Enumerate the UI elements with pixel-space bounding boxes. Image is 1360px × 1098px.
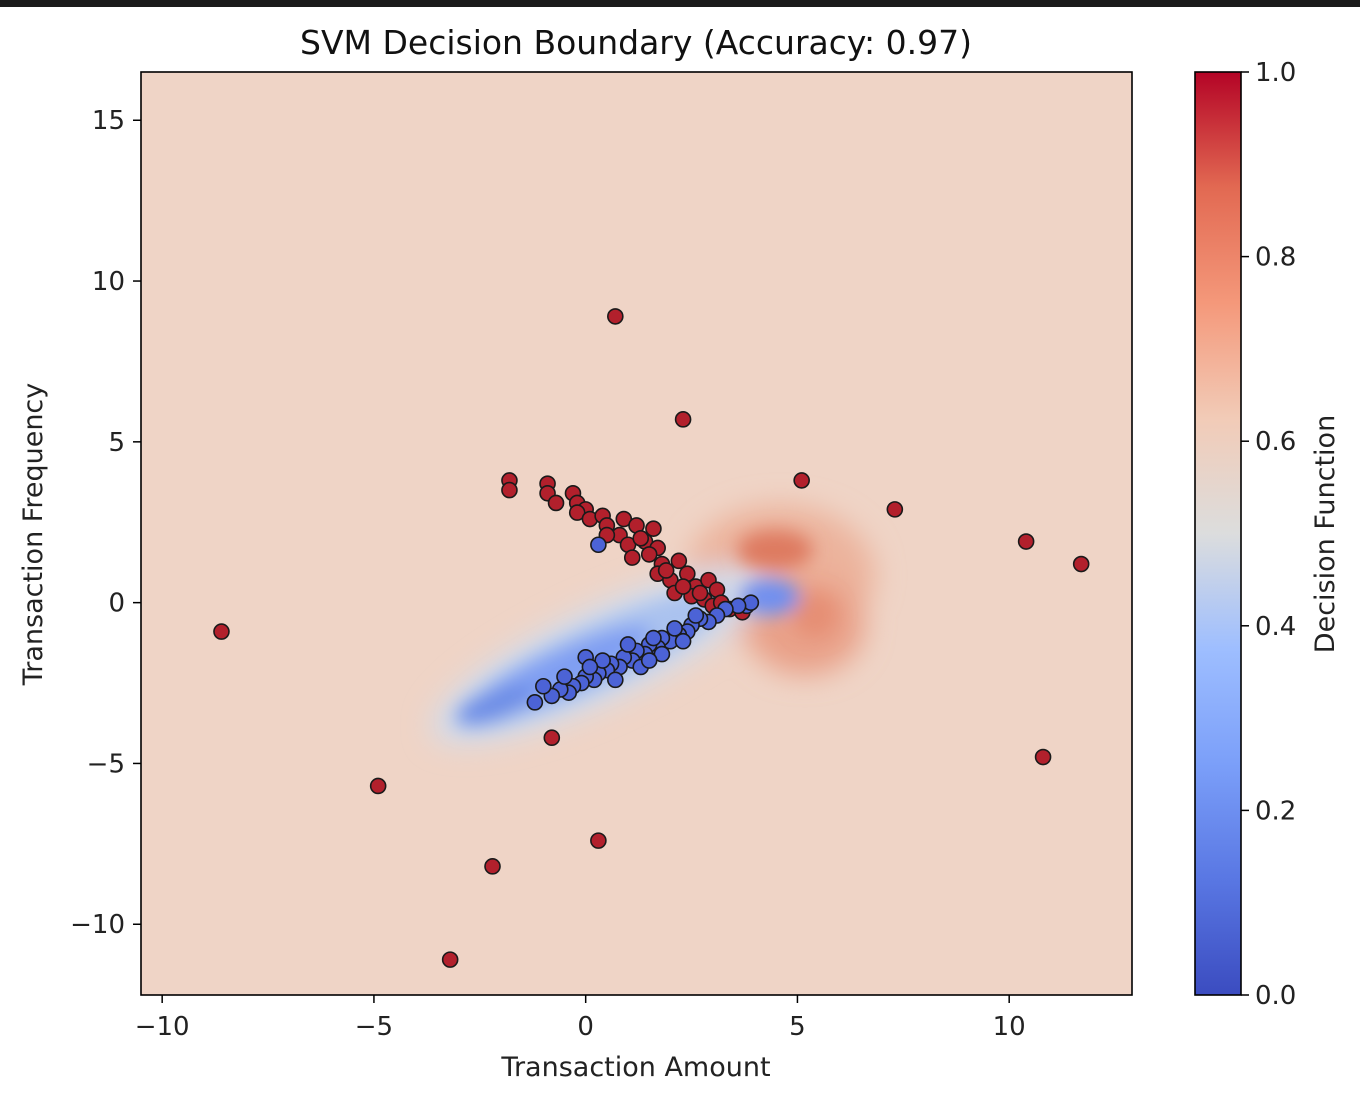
colorbar — [1194, 71, 1242, 996]
y-tick-label: 5 — [108, 428, 125, 458]
scatter-point — [607, 308, 624, 325]
scatter-point — [369, 777, 387, 795]
scatter-point — [1017, 533, 1035, 550]
colorbar-tick-label: 0.4 — [1255, 612, 1296, 642]
scatter-point — [691, 584, 709, 602]
scatter-point — [632, 530, 650, 547]
scatter-point — [213, 623, 230, 640]
x-tick-label: 10 — [993, 1012, 1026, 1042]
chart-title: SVM Decision Boundary (Accuracy: 0.97) — [300, 23, 972, 62]
scatter-point — [547, 494, 565, 512]
colorbar-tick-label: 0.0 — [1255, 981, 1296, 1011]
colorbar-tick-label: 0.6 — [1255, 427, 1296, 457]
scatter-point — [674, 632, 692, 650]
colorbar-label: Decision Function — [1310, 415, 1341, 653]
scatter-point — [543, 729, 561, 747]
scatter-point — [590, 832, 607, 849]
colorbar-ticks: 0.0 0.2 0.4 0.6 0.8 1.0 — [1241, 58, 1296, 1011]
scatter-point — [623, 549, 641, 566]
y-tick-label: 15 — [92, 106, 125, 136]
scatter-point — [645, 520, 662, 537]
scatter-point — [666, 620, 683, 637]
y-tick-label: 10 — [92, 267, 125, 297]
plot-frame — [140, 71, 1133, 996]
scatter-point — [501, 481, 518, 499]
scatter-point — [1072, 555, 1090, 573]
red-region-lower-core — [793, 593, 837, 637]
x-axis-label: Transaction Amount — [500, 1052, 770, 1083]
scatter-point — [640, 546, 658, 563]
scatter-point — [484, 858, 501, 875]
colorbar-tick-label: 0.8 — [1255, 243, 1296, 273]
y-tick-label: −5 — [87, 749, 125, 779]
y-axis-ticks: −10 −5 0 5 10 15 — [70, 106, 141, 940]
scatter-point — [886, 501, 904, 518]
blue-band-tail — [457, 686, 533, 724]
colorbar-tick-label: 0.2 — [1255, 796, 1296, 826]
y-tick-label: −10 — [70, 910, 125, 940]
scatter-point — [645, 629, 662, 647]
x-tick-label: −10 — [135, 1012, 190, 1042]
x-tick-label: −5 — [355, 1012, 393, 1042]
x-axis-ticks: −10 −5 0 5 10 — [135, 995, 1026, 1042]
scatter-point — [1034, 748, 1052, 766]
scatter-point — [687, 607, 705, 624]
colorbar-tick-label: 1.0 — [1255, 58, 1296, 88]
scatter-point — [670, 552, 688, 570]
scatter-point — [581, 658, 599, 676]
chart-canvas: SVM Decision Boundary (Accuracy: 0.97) −… — [18, 23, 1341, 1083]
scatter-point — [674, 578, 692, 595]
scatter-point — [793, 472, 810, 489]
scatter-point — [674, 411, 692, 428]
x-tick-label: 0 — [577, 1012, 594, 1042]
red-region-core — [737, 530, 813, 570]
scatter-point — [640, 652, 658, 669]
scatter-point — [535, 677, 552, 695]
scatter-point — [590, 536, 607, 554]
y-tick-label: 0 — [108, 589, 125, 619]
x-tick-label: 5 — [789, 1012, 806, 1042]
scatter-point — [526, 694, 544, 711]
scatter-point — [619, 636, 637, 653]
scatter-point — [607, 671, 624, 689]
scatter-point — [657, 562, 675, 579]
scatter-point — [556, 668, 573, 685]
scatter-points — [213, 308, 1090, 968]
y-axis-label: Transaction Frequency — [18, 383, 49, 687]
scatter-point — [441, 951, 459, 968]
